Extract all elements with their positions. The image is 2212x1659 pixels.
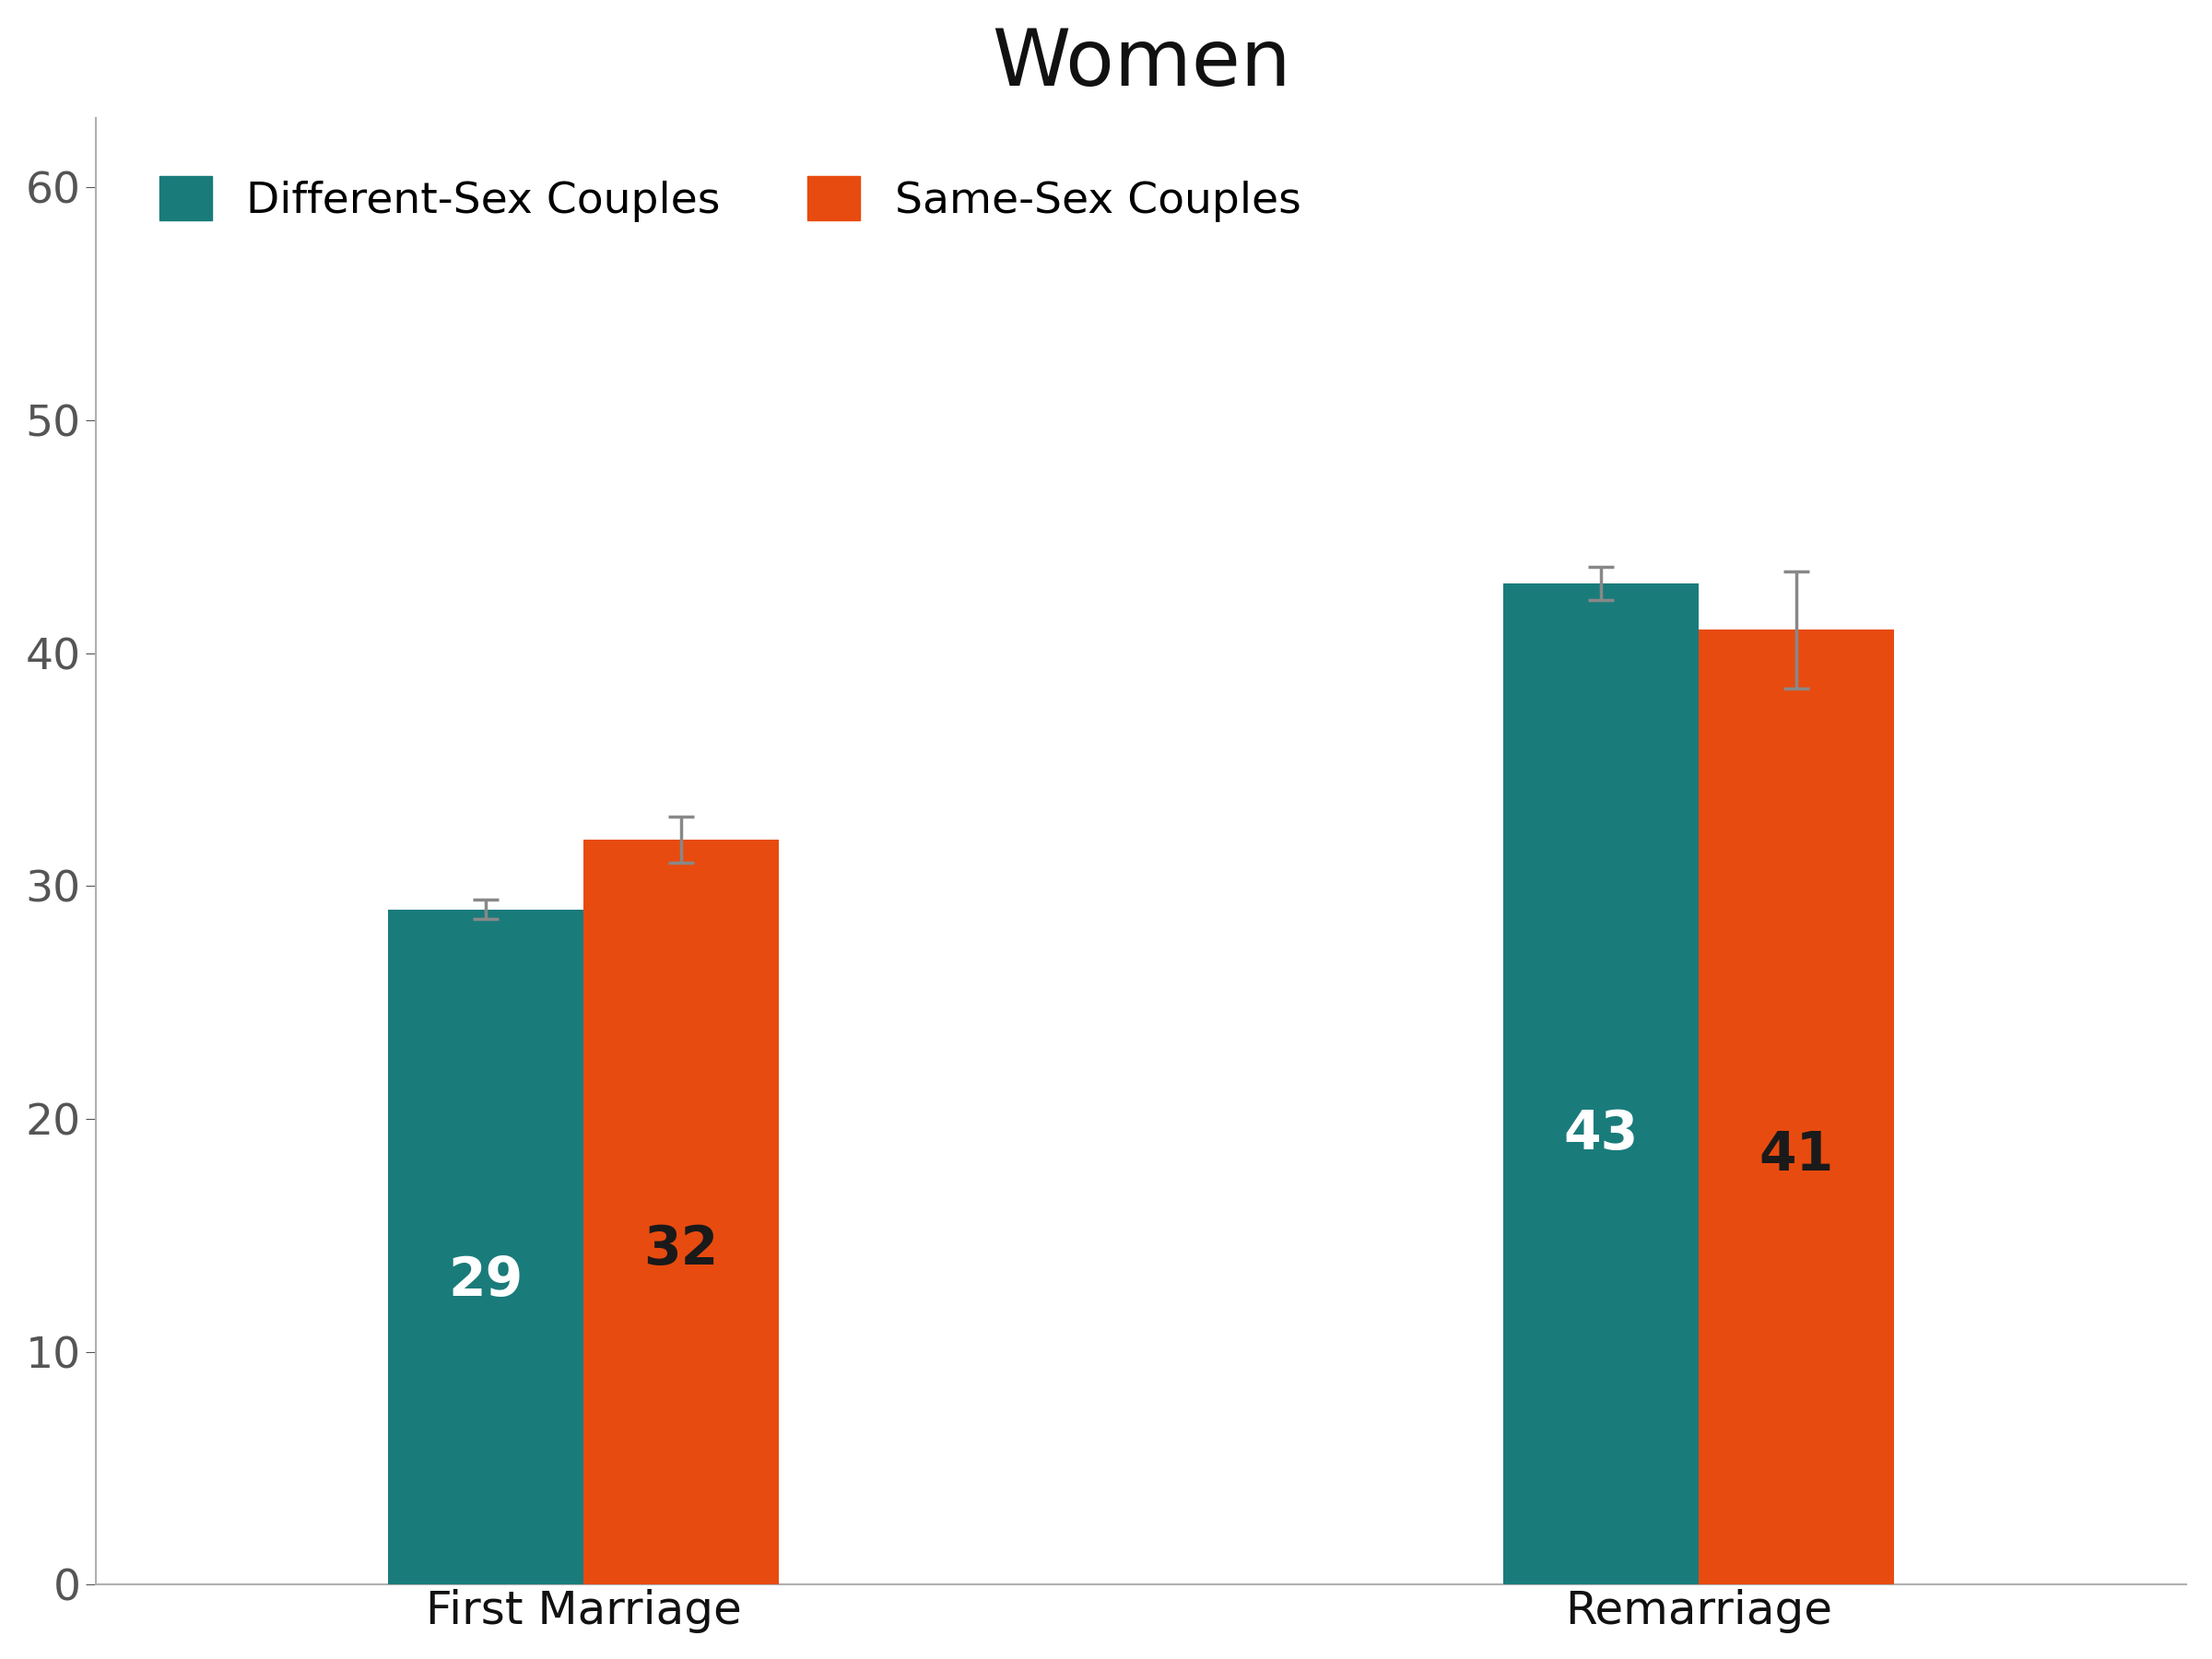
- Text: 29: 29: [449, 1254, 524, 1307]
- Text: 32: 32: [644, 1223, 719, 1276]
- Bar: [584, 839, 779, 1584]
- Bar: [1504, 584, 1699, 1584]
- Text: 43: 43: [1564, 1108, 1639, 1160]
- Bar: [1699, 630, 1893, 1584]
- Bar: [389, 909, 584, 1584]
- Text: 41: 41: [1759, 1128, 1834, 1181]
- Legend: Different-Sex Couples, Same-Sex Couples: Different-Sex Couples, Same-Sex Couples: [159, 176, 1301, 222]
- Title: Women: Women: [991, 25, 1290, 103]
